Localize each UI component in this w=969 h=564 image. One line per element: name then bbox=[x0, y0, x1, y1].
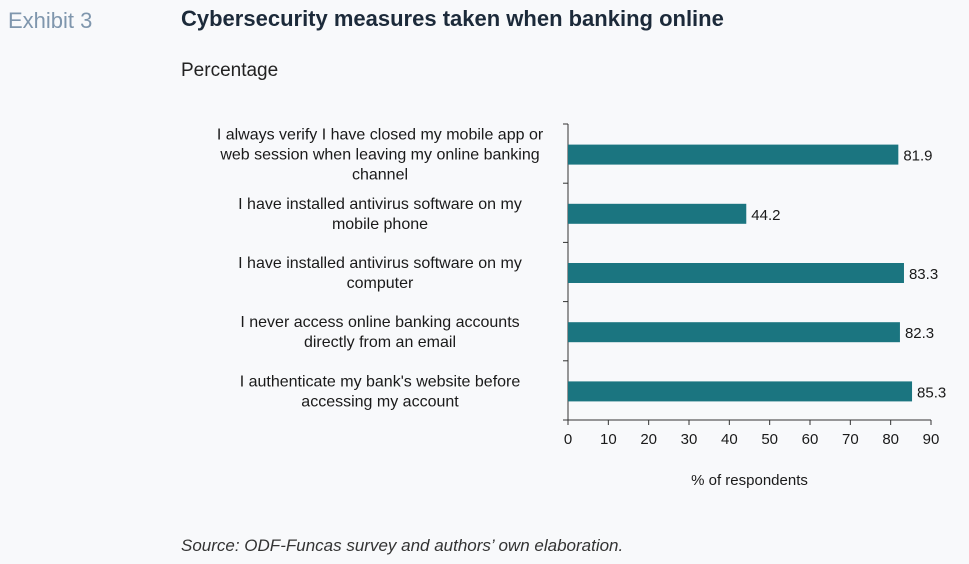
category-label-line: accessing my account bbox=[301, 393, 459, 410]
category-label-line: mobile phone bbox=[332, 216, 428, 233]
x-tick-label: 20 bbox=[640, 431, 657, 448]
bar bbox=[568, 144, 899, 165]
category-label: I never access online banking accounts di… bbox=[240, 314, 519, 351]
x-tick-label: 50 bbox=[761, 431, 778, 448]
category-label-line: computer bbox=[347, 275, 414, 292]
bar bbox=[568, 203, 747, 224]
bar-value-label: 85.3 bbox=[917, 384, 946, 401]
x-tick-label: 60 bbox=[802, 431, 819, 448]
source-note: Source: ODF-Funcas survey and authors’ o… bbox=[181, 536, 624, 555]
x-tick-label: 80 bbox=[882, 431, 899, 448]
bar bbox=[568, 263, 904, 283]
category-label-line: I have installed antivirus software on m… bbox=[238, 255, 522, 272]
bar-chart: 0 10 20 30 40 50 60 70 80 90 % of respondents 81.9 I… bbox=[217, 123, 946, 489]
category-label-line: directly from an email bbox=[304, 334, 456, 351]
category-label: I always verify I have closed my mobile … bbox=[217, 127, 544, 184]
bar bbox=[568, 381, 913, 402]
category-label: I have installed antivirus software on m… bbox=[238, 196, 522, 233]
bar-value-label: 83.3 bbox=[909, 266, 938, 283]
category-label-line: I always verify I have closed my mobile … bbox=[217, 127, 544, 144]
x-tick-label: 10 bbox=[600, 431, 617, 448]
bar-value-label: 82.3 bbox=[905, 325, 934, 342]
x-tick-label: 30 bbox=[681, 431, 698, 448]
bar bbox=[568, 322, 900, 343]
x-axis-title: % of respondents bbox=[691, 472, 808, 489]
category-label-line: I never access online banking accounts bbox=[240, 314, 519, 331]
x-tick-label: 70 bbox=[842, 431, 859, 448]
x-tick-label: 0 bbox=[564, 431, 572, 448]
category-label: I authenticate my bank's website before a… bbox=[240, 373, 521, 410]
chart-subtitle: Percentage bbox=[181, 60, 279, 81]
category-label-line: I have installed antivirus software on m… bbox=[238, 196, 522, 213]
category-label-line: channel bbox=[352, 167, 408, 184]
category-label-line: I authenticate my bank's website before bbox=[240, 373, 521, 390]
bar-value-label: 81.9 bbox=[903, 148, 932, 165]
chart-title: Cybersecurity measures taken when bankin… bbox=[181, 6, 724, 31]
exhibit-label: Exhibit 3 bbox=[8, 8, 93, 33]
category-label: I have installed antivirus software on m… bbox=[238, 255, 522, 292]
x-tick-label: 90 bbox=[923, 431, 940, 448]
bar-value-label: 44.2 bbox=[751, 207, 780, 224]
x-tick-label: 40 bbox=[721, 431, 738, 448]
category-label-line: web session when leaving my online banki… bbox=[219, 147, 539, 164]
